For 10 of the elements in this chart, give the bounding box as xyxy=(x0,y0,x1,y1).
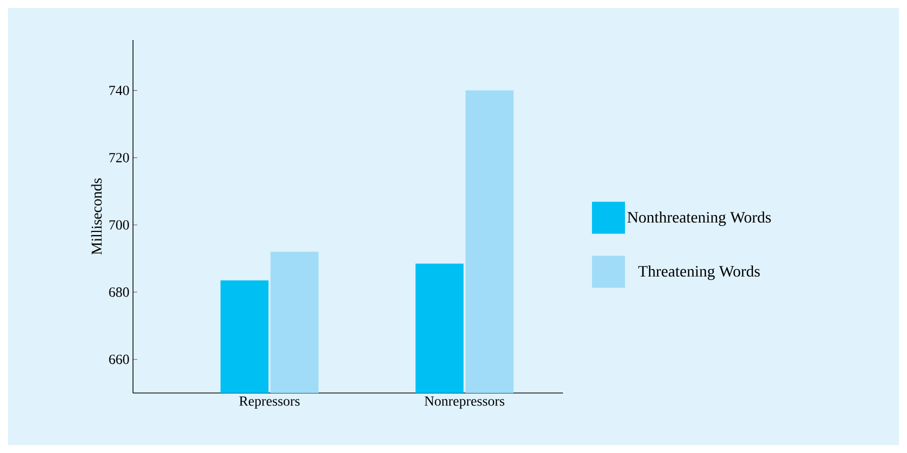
y-axis-title: Milliseconds xyxy=(91,178,102,255)
legend-label: Nonthreatening Words xyxy=(627,211,771,226)
x-tick-label: Nonrepressors xyxy=(424,396,504,409)
y-tick-label: 740 xyxy=(109,86,129,96)
y-tick-label: 720 xyxy=(109,152,129,162)
y-tick-label: 700 xyxy=(109,220,129,230)
y-tick-label: 680 xyxy=(109,287,129,297)
x-tick-label: Repressors xyxy=(239,396,300,409)
y-tick-label: 660 xyxy=(109,354,129,364)
legend-label: Threatening Words xyxy=(638,265,760,280)
